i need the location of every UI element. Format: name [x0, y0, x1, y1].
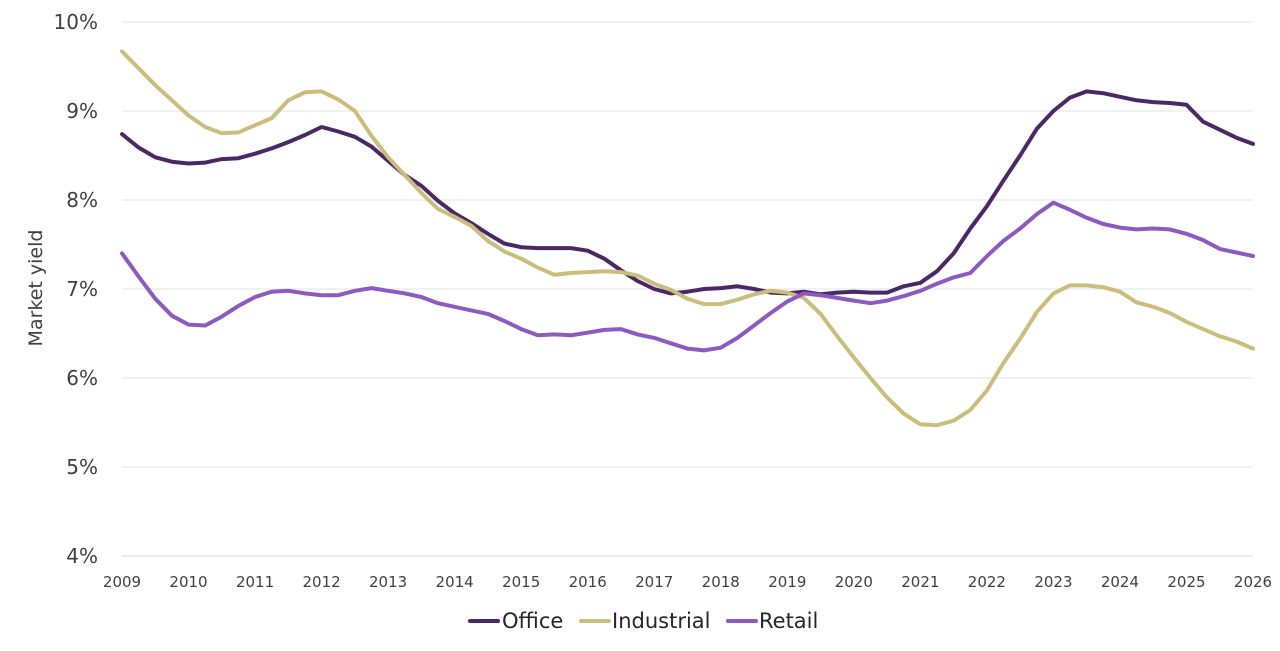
x-tick-label: 2013 — [369, 573, 407, 591]
x-tick-label: 2018 — [702, 573, 740, 591]
x-tick-label: 2017 — [635, 573, 673, 591]
x-tick-label: 2024 — [1101, 573, 1139, 591]
x-tick-label: 2021 — [901, 573, 939, 591]
legend-label-industrial: Industrial — [612, 609, 711, 633]
y-axis-label: Market yield — [25, 230, 47, 347]
y-tick-label: 4% — [66, 544, 98, 568]
x-tick-label: 2016 — [569, 573, 607, 591]
x-tick-label: 2010 — [169, 573, 207, 591]
y-tick-label: 10% — [54, 10, 98, 34]
x-tick-label: 2026 — [1234, 573, 1272, 591]
y-tick-label: 7% — [66, 277, 98, 301]
x-tick-label: 2025 — [1167, 573, 1205, 591]
legend-item-office: Office — [468, 609, 563, 633]
y-tick-label: 9% — [66, 99, 98, 123]
y-tick-label: 6% — [66, 366, 98, 390]
y-tick-label: 5% — [66, 455, 98, 479]
legend-item-retail: Retail — [726, 609, 818, 633]
x-tick-label: 2023 — [1034, 573, 1072, 591]
series-lines — [120, 49, 1255, 428]
x-tick-label: 2019 — [768, 573, 806, 591]
series-line-industrial — [120, 49, 1255, 428]
legend: Office Industrial Retail — [468, 609, 818, 633]
y-tick-label: 8% — [66, 188, 98, 212]
legend-item-industrial: Industrial — [579, 609, 711, 633]
x-axis-ticks: 2009 2010 2011 2012 2013 2014 2015 2016 2017 2018… — [103, 573, 1272, 591]
legend-label-retail: Retail — [759, 609, 818, 633]
y-axis-ticks: 4% 5% 6% 7% 8% 9% 10% — [54, 10, 98, 568]
gridlines — [122, 21, 1253, 557]
legend-label-office: Office — [502, 609, 563, 633]
x-tick-label: 2009 — [103, 573, 141, 591]
x-tick-label: 2011 — [236, 573, 274, 591]
series-line-retail — [120, 200, 1255, 353]
series-line-office — [120, 89, 1255, 297]
x-tick-label: 2012 — [302, 573, 340, 591]
x-tick-label: 2015 — [502, 573, 540, 591]
x-tick-label: 2022 — [968, 573, 1006, 591]
x-tick-label: 2020 — [835, 573, 873, 591]
x-tick-label: 2014 — [436, 573, 474, 591]
